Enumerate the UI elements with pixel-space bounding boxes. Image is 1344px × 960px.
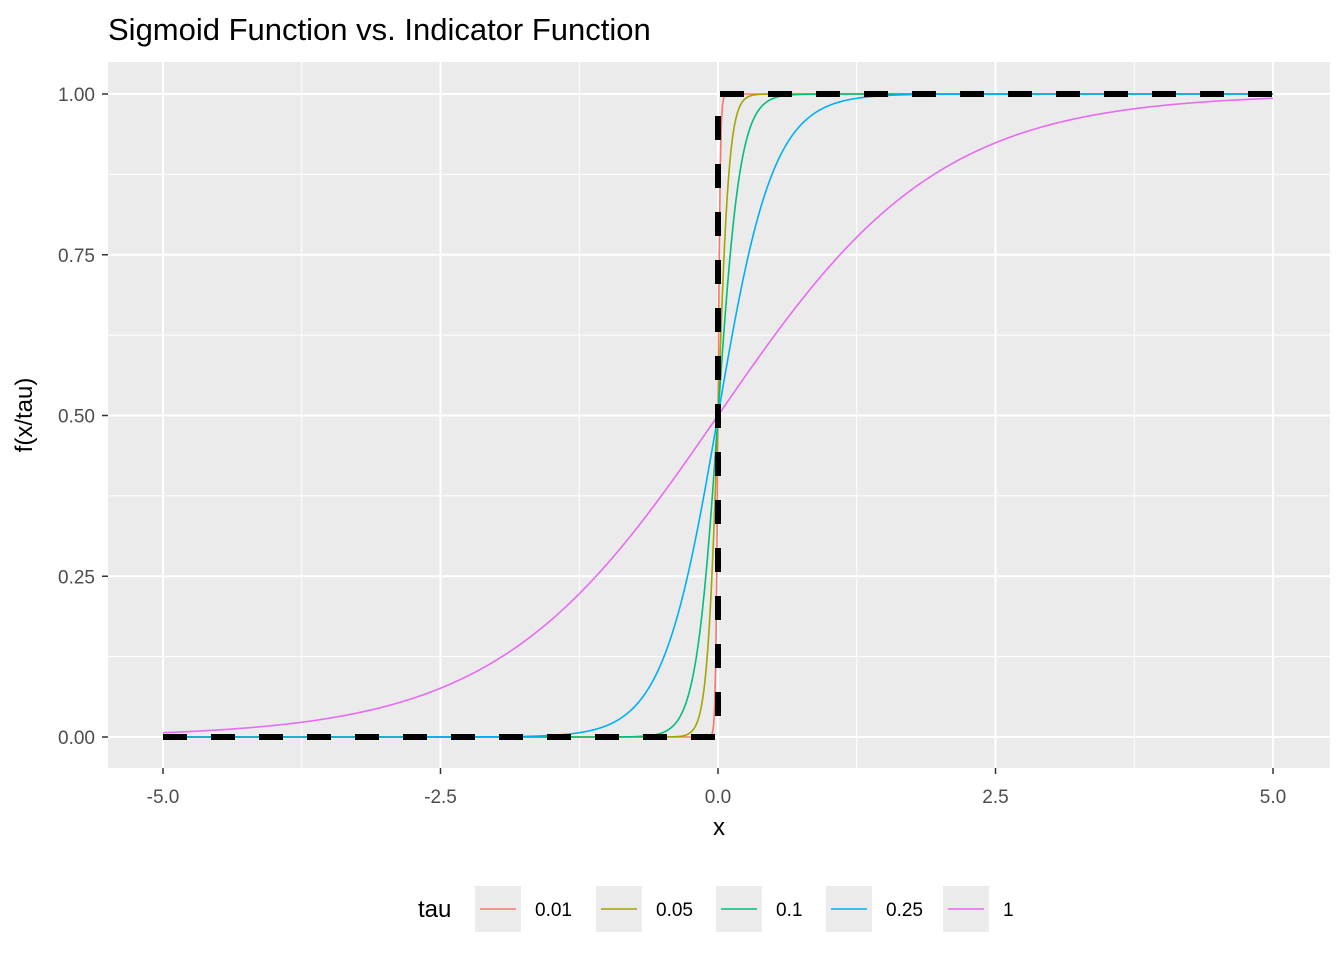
legend-title: tau [418, 896, 451, 923]
legend-label: 0.01 [535, 900, 572, 921]
legend-label: 0.1 [776, 900, 802, 921]
y-axis-ticks: 0.00 0.25 0.50 0.75 1.00 [58, 85, 108, 749]
legend-item-0.05: 0.05 [596, 886, 693, 932]
legend-item-0.25: 0.25 [826, 886, 923, 932]
x-axis-title: x [713, 814, 725, 841]
chart-title: Sigmoid Function vs. Indicator Function [108, 12, 651, 47]
legend-label: 1 [1003, 900, 1014, 921]
y-tick-label: 0.75 [58, 246, 95, 267]
y-tick-label: 0.25 [58, 567, 95, 588]
legend-item-0.01: 0.01 [475, 886, 572, 932]
indicator-layer [163, 91, 1273, 740]
y-axis-title: f(x/tau) [11, 378, 38, 453]
x-tick-label: 5.0 [1260, 787, 1286, 808]
y-tick-label: 0.50 [58, 407, 95, 428]
y-tick-label: 0.00 [58, 728, 95, 749]
x-axis-ticks: -5.0 -2.5 0.0 2.5 5.0 [147, 768, 1286, 808]
x-tick-label: 0.0 [705, 787, 731, 808]
legend: tau 0.01 0.05 0.1 0.25 1 [418, 886, 1014, 932]
indicator-line [163, 91, 1273, 740]
x-tick-label: -2.5 [424, 787, 457, 808]
x-tick-label: 2.5 [982, 787, 1008, 808]
y-tick-label: 1.00 [58, 85, 95, 106]
x-tick-label: -5.0 [147, 787, 180, 808]
legend-label: 0.25 [886, 900, 923, 921]
legend-item-0.1: 0.1 [716, 886, 802, 932]
legend-item-1: 1 [943, 886, 1014, 932]
legend-label: 0.05 [656, 900, 693, 921]
